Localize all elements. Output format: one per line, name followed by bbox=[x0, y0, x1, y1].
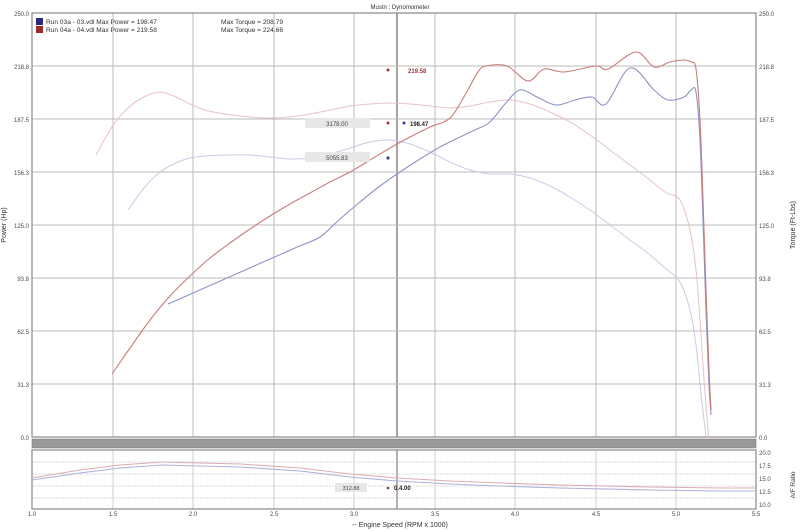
svg-text:187.5: 187.5 bbox=[759, 118, 775, 124]
svg-text:312.88: 312.88 bbox=[343, 486, 360, 492]
svg-text:12.5: 12.5 bbox=[759, 490, 771, 496]
svg-text:1.5: 1.5 bbox=[109, 512, 118, 518]
svg-text:218.8: 218.8 bbox=[759, 65, 775, 71]
svg-text:187.5: 187.5 bbox=[14, 118, 30, 124]
svg-text:31.3: 31.3 bbox=[17, 383, 29, 389]
svg-text:4.0: 4.0 bbox=[511, 512, 520, 518]
svg-text:218.8: 218.8 bbox=[14, 65, 30, 71]
svg-text:93.8: 93.8 bbox=[759, 277, 771, 283]
svg-text:5.0: 5.0 bbox=[672, 512, 681, 518]
svg-text:250.0: 250.0 bbox=[14, 12, 30, 18]
svg-text:62.5: 62.5 bbox=[759, 330, 771, 336]
svg-text:17.5: 17.5 bbox=[759, 464, 771, 470]
svg-text:Mustn : Dynomometer: Mustn : Dynomometer bbox=[370, 5, 429, 11]
svg-text:20.0: 20.0 bbox=[759, 451, 771, 457]
svg-text:-- Engine Speed (RPM x 1000): -- Engine Speed (RPM x 1000) bbox=[352, 522, 448, 529]
svg-text:2.5: 2.5 bbox=[270, 512, 279, 518]
svg-text:156.3: 156.3 bbox=[759, 171, 775, 177]
svg-text:125.0: 125.0 bbox=[759, 224, 775, 230]
svg-text:1.0: 1.0 bbox=[28, 512, 37, 518]
svg-text:3178.00: 3178.00 bbox=[326, 122, 348, 128]
svg-text:A/F Ratio: A/F Ratio bbox=[790, 471, 797, 498]
svg-text:Run 04a - 04.vdl Max Power =: Run 04a - 04.vdl Max Power = 219.58 bbox=[46, 27, 157, 34]
svg-text:10.0: 10.0 bbox=[759, 503, 771, 509]
svg-text:31.3: 31.3 bbox=[759, 383, 771, 389]
svg-text:0.0: 0.0 bbox=[759, 436, 768, 442]
svg-text:2.0: 2.0 bbox=[189, 512, 198, 518]
svg-text:250.0: 250.0 bbox=[759, 12, 775, 18]
svg-text:198.47: 198.47 bbox=[410, 122, 429, 128]
svg-text:15.0: 15.0 bbox=[759, 477, 771, 483]
svg-text:5055.83: 5055.83 bbox=[326, 156, 348, 162]
svg-text:Power (Hp): Power (Hp) bbox=[1, 207, 8, 242]
svg-text:Run 03a - 03.vdl Max Power =: Run 03a - 03.vdl Max Power = 198.47 bbox=[46, 19, 157, 26]
svg-text:0.0: 0.0 bbox=[21, 436, 30, 442]
svg-text:219.58: 219.58 bbox=[408, 69, 427, 75]
svg-text:0.4.00: 0.4.00 bbox=[394, 486, 411, 492]
svg-text:125.0: 125.0 bbox=[14, 224, 30, 230]
svg-text:156.3: 156.3 bbox=[14, 171, 30, 177]
svg-text:3.0: 3.0 bbox=[350, 512, 359, 518]
svg-text:62.5: 62.5 bbox=[17, 330, 29, 336]
svg-text:Torque (Ft-Lbs): Torque (Ft-Lbs) bbox=[790, 201, 797, 249]
svg-text:5.5: 5.5 bbox=[752, 512, 761, 518]
svg-text:93.8: 93.8 bbox=[17, 277, 29, 283]
svg-text:3.5: 3.5 bbox=[431, 512, 440, 518]
svg-text:4.5: 4.5 bbox=[592, 512, 601, 518]
